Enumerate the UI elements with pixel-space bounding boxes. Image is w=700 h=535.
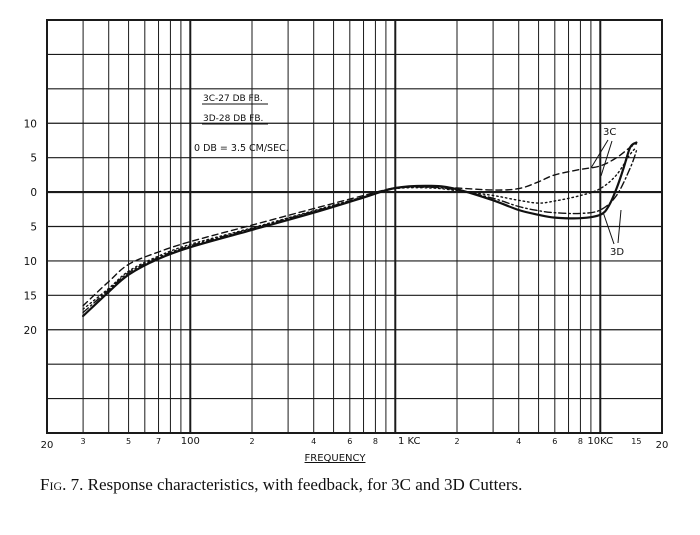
reference-note: 0 DB = 3.5 CM/SEC. (194, 143, 289, 154)
figure-caption-text: 7. Response characteristics, with feedba… (66, 475, 523, 494)
y-tick-label: 5 (30, 222, 37, 234)
x-tick-label: 8 (373, 437, 378, 446)
x-tick-label: 20 (41, 440, 54, 451)
pointer-3c (590, 139, 609, 169)
x-tick-label: 3 (81, 437, 86, 446)
x-axis-label: FREQUENCY (305, 453, 367, 464)
annotations: 3C-27 DB FB. 3D-28 DB FB. 0 DB = 3.5 CM/SE… (194, 94, 624, 258)
legend-entry: 3C-27 DB FB. (203, 94, 263, 104)
grid (46, 19, 663, 434)
y-tick-label: 10 (24, 118, 37, 130)
x-tick-label: 1 KC (398, 436, 421, 447)
x-tick-label: 6 (552, 437, 557, 446)
series-line-3c-dashed (82, 143, 638, 307)
y-tick-label: 10 (24, 256, 37, 268)
x-tick-label: 4 (311, 437, 316, 446)
x-tick-label: 5 (126, 437, 131, 446)
pointer-3d (602, 211, 615, 245)
tick-labels: 20 3 5 7 100 2 4 6 8 1 KC 2 4 6 8 10KC 15 20 10 5 0 5 10 15 20 F… (24, 118, 669, 464)
label-3d: 3D (610, 247, 624, 258)
x-tick-label: 100 (181, 436, 200, 447)
response-chart: 20 3 5 7 100 2 4 6 8 1 KC 2 4 6 8 10KC 15 20 10 5 0 5 10 15 20 F… (24, 19, 669, 464)
label-3c: 3C (603, 127, 616, 138)
x-tick-label: 20 (656, 440, 669, 451)
legend-entry: 3D-28 DB FB. (203, 114, 263, 124)
series-group (82, 141, 638, 318)
series-line-3c-dotted (82, 146, 638, 310)
x-tick-label: 15 (631, 437, 641, 446)
pointer-3d (617, 209, 622, 244)
y-tick-label: 0 (30, 187, 37, 199)
y-tick-label: 5 (30, 153, 37, 165)
pointer-3c (600, 140, 613, 177)
x-tick-label: 4 (516, 437, 521, 446)
x-tick-label: 6 (347, 437, 352, 446)
x-tick-label: 2 (454, 437, 459, 446)
y-tick-label: 15 (24, 290, 37, 302)
series-line-3d-dash-dot (82, 150, 638, 314)
series-line-3d-solid (82, 141, 638, 318)
x-tick-label: 7 (156, 437, 161, 446)
figure-label: Fig. (40, 475, 67, 494)
y-tick-label: 20 (24, 325, 37, 337)
figure-caption: Fig. 7. Response characteristics, with f… (40, 474, 690, 496)
x-tick-label: 2 (249, 437, 254, 446)
x-tick-label: 8 (578, 437, 583, 446)
x-tick-label: 10KC (587, 436, 613, 447)
